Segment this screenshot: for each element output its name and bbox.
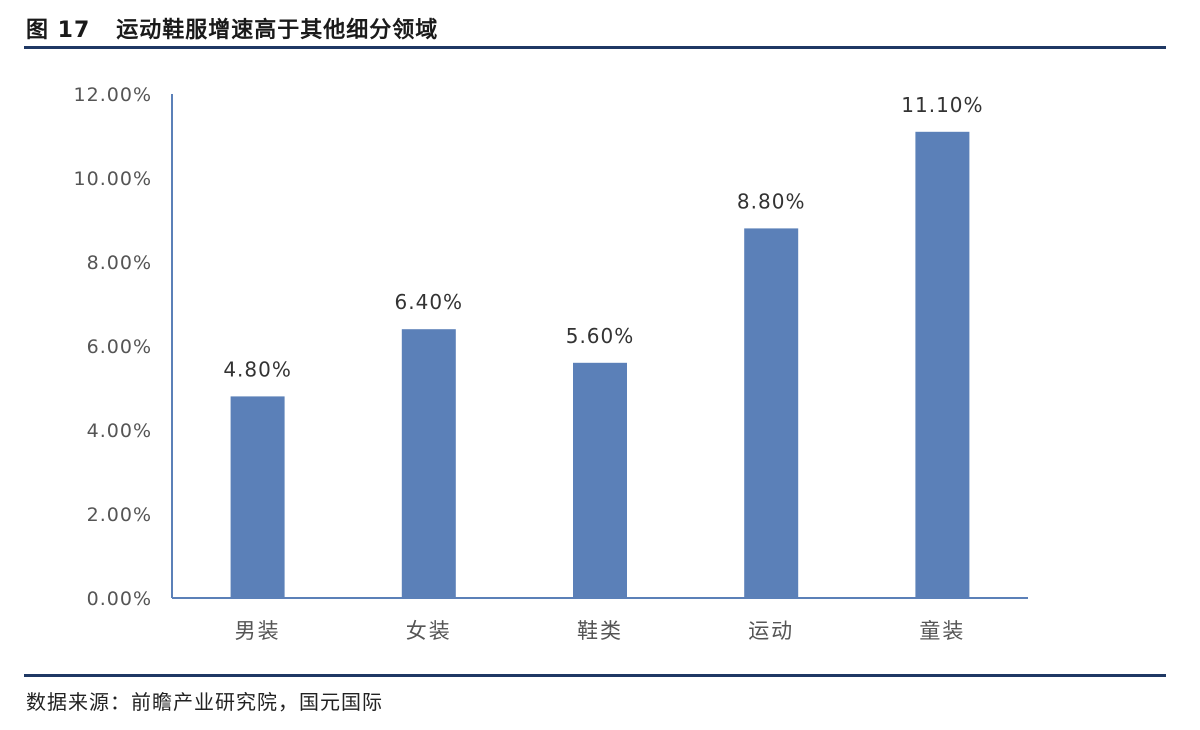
category-label: 男装	[235, 619, 281, 643]
y-tick-label: 0.00%	[87, 588, 152, 610]
bar-5	[915, 131, 970, 599]
y-tick-label: 12.00%	[74, 84, 152, 106]
header-rule	[24, 46, 1166, 49]
y-tick-label: 10.00%	[74, 168, 152, 190]
data-label: 4.80%	[223, 357, 292, 381]
data-label: 11.10%	[901, 93, 983, 117]
footer-rule	[24, 674, 1166, 677]
bar-1	[230, 396, 285, 598]
data-source-note: 数据来源：前瞻产业研究院，国元国际	[26, 690, 383, 714]
y-tick-label: 2.00%	[87, 504, 152, 526]
y-tick-label: 4.00%	[87, 420, 152, 442]
figure-number: 图 17	[26, 18, 91, 43]
data-label: 6.40%	[395, 290, 464, 314]
bar-3	[573, 362, 627, 598]
bar-4	[744, 228, 799, 598]
figure-header: 图 17 运动鞋服增速高于其他细分领域	[26, 10, 438, 46]
y-tick-label: 6.00%	[87, 336, 152, 358]
data-label: 8.80%	[737, 189, 806, 213]
category-label: 女装	[406, 619, 452, 643]
data-label: 5.60%	[566, 324, 635, 348]
category-label: 鞋类	[577, 619, 623, 643]
bar-2	[401, 329, 456, 598]
category-label: 童装	[919, 619, 965, 643]
y-tick-label: 8.00%	[87, 252, 152, 274]
chart-title: 运动鞋服增速高于其他细分领域	[116, 18, 439, 43]
category-label: 运动	[748, 619, 794, 643]
